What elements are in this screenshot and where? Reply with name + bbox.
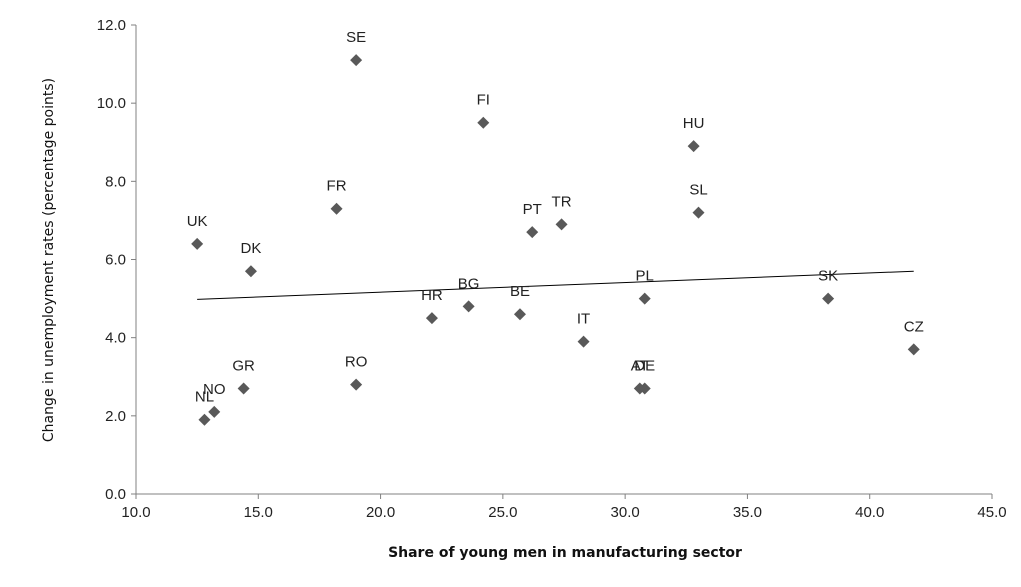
x-tick-label: 20.0 — [366, 504, 395, 521]
data-point-tr — [555, 218, 568, 231]
data-point-hu — [687, 140, 700, 153]
data-point-sk — [822, 292, 835, 305]
point-label-tr: TR — [552, 193, 572, 210]
y-tick-label: 8.0 — [105, 173, 126, 190]
data-point-se — [350, 54, 363, 67]
point-label-sl: SL — [689, 182, 707, 199]
y-tick-label: 6.0 — [105, 252, 126, 269]
axes — [135, 25, 992, 495]
x-tick-label: 30.0 — [611, 504, 640, 521]
point-label-pl: PL — [636, 268, 654, 285]
point-label-sk: SK — [818, 268, 838, 285]
x-axis-title: Share of young men in manufacturing sect… — [388, 545, 742, 561]
y-tick-label: 4.0 — [105, 330, 126, 347]
data-point-hr — [425, 312, 438, 325]
point-label-de: DE — [634, 357, 655, 374]
data-point-gr — [237, 382, 250, 395]
y-tick-label: 12.0 — [97, 17, 126, 34]
data-point-uk — [191, 237, 204, 250]
x-tick-label: 35.0 — [733, 504, 762, 521]
y-tick-label: 10.0 — [97, 95, 126, 112]
data-point-fr — [330, 202, 343, 215]
data-point-be — [513, 308, 526, 321]
x-tick-label: 10.0 — [121, 504, 150, 521]
data-point-pt — [526, 226, 539, 239]
point-label-fr: FR — [327, 178, 347, 195]
data-point-fi — [477, 116, 490, 129]
x-tick-label: 45.0 — [977, 504, 1006, 521]
point-label-it: IT — [577, 311, 590, 328]
data-point-de — [638, 382, 651, 395]
y-tick-label: 0.0 — [105, 486, 126, 503]
x-tick-label: 25.0 — [488, 504, 517, 521]
point-label-dk: DK — [241, 240, 262, 257]
data-point-bg — [462, 300, 475, 313]
point-label-hu: HU — [683, 115, 705, 132]
point-label-hr: HR — [421, 287, 443, 304]
point-label-uk: UK — [187, 213, 208, 230]
point-labels: SE FI HU FR SL TR PT UK DK PL SK BG BE HR IT CZ RO GR ATDE… — [187, 29, 924, 406]
point-label-no: NO — [203, 381, 226, 398]
point-label-be: BE — [510, 283, 530, 300]
data-point-nl — [198, 413, 211, 426]
y-ticks: 0.0 2.0 4.0 6.0 8.0 10.0 12.0 — [97, 17, 136, 503]
point-label-ro: RO — [345, 354, 368, 371]
data-points — [191, 54, 920, 426]
point-label-gr: GR — [232, 357, 255, 374]
point-label-at: AT — [631, 357, 649, 374]
y-axis-title: Change in unemployment rates (percentage… — [41, 78, 57, 442]
y-tick-label: 2.0 — [105, 408, 126, 425]
data-point-pl — [638, 292, 651, 305]
point-label-bg: BG — [458, 275, 480, 292]
point-label-pt: PT — [523, 201, 542, 218]
trendline — [197, 270, 914, 300]
data-point-cz — [907, 343, 920, 356]
x-ticks: 10.0 15.0 20.0 25.0 30.0 35.0 40.0 45.0 — [121, 494, 1007, 521]
point-label-nl: NL — [195, 389, 214, 406]
point-label-se: SE — [346, 29, 366, 46]
data-point-it — [577, 335, 590, 348]
x-tick-label: 15.0 — [244, 504, 273, 521]
x-tick-label: 40.0 — [855, 504, 884, 521]
data-point-ro — [350, 378, 363, 391]
point-label-fi: FI — [477, 92, 490, 109]
point-label-cz: CZ — [904, 318, 924, 335]
data-point-no — [208, 405, 221, 418]
data-point-sl — [692, 206, 705, 219]
data-point-dk — [244, 265, 257, 278]
